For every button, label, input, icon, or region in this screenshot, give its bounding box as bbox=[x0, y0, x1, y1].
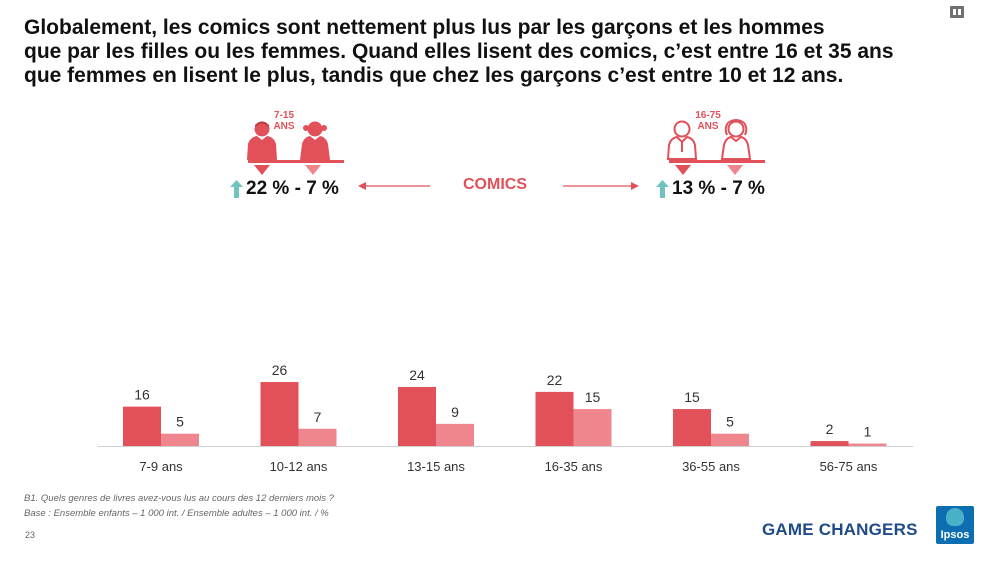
data-label: 1 bbox=[864, 424, 872, 440]
title-line: que femmes en lisent le plus, tandis que… bbox=[24, 64, 844, 87]
data-label: 5 bbox=[176, 414, 184, 430]
age-range-label-children: 7-15 ANS bbox=[264, 110, 304, 132]
x-tick-label: 16-35 ans bbox=[545, 459, 603, 474]
male-marker bbox=[675, 165, 691, 175]
data-label: 9 bbox=[451, 404, 459, 420]
brand-tagline: GAME CHANGERS bbox=[762, 520, 918, 539]
man-icon bbox=[666, 120, 698, 160]
data-label: 5 bbox=[726, 414, 734, 430]
expand-icon[interactable] bbox=[950, 6, 964, 18]
age-range-value: 16-75 bbox=[695, 110, 721, 121]
stat-adults: 13 % - 7 % bbox=[656, 178, 765, 200]
boy-icon bbox=[247, 121, 277, 160]
stat-value: 22 % - 7 % bbox=[246, 178, 339, 199]
up-arrow-icon bbox=[230, 180, 243, 198]
title-line: que par les filles ou les femmes. Quand … bbox=[24, 40, 894, 63]
woman-icon bbox=[720, 119, 752, 160]
scale-bar bbox=[669, 160, 765, 163]
bar bbox=[810, 441, 849, 446]
female-marker bbox=[727, 165, 743, 175]
age-range-value: 7-15 bbox=[273, 110, 294, 121]
bar bbox=[711, 433, 749, 446]
male-marker bbox=[254, 165, 270, 175]
bar bbox=[298, 428, 337, 446]
data-label: 16 bbox=[134, 387, 150, 403]
left-arrow-icon bbox=[358, 182, 430, 190]
bar bbox=[436, 423, 474, 446]
up-arrow-icon bbox=[656, 180, 669, 198]
page-number: 23 bbox=[25, 530, 36, 540]
footnote-question: B1. Quels genres de livres avez-vous lus… bbox=[24, 493, 334, 504]
bar bbox=[398, 386, 436, 446]
data-label: 24 bbox=[409, 367, 425, 383]
bar bbox=[123, 406, 161, 446]
data-label: 7 bbox=[314, 409, 322, 425]
x-tick-label: 36-55 ans bbox=[682, 459, 740, 474]
x-tick-label: 56-75 ans bbox=[820, 459, 878, 474]
data-label: 26 bbox=[272, 362, 288, 378]
bar bbox=[573, 409, 612, 446]
age-range-unit: ANS bbox=[273, 121, 295, 132]
comics-label: COMICS bbox=[463, 176, 527, 193]
x-tick-label: 13-15 ans bbox=[407, 459, 465, 474]
scale-bar bbox=[248, 160, 344, 163]
logo-text: Ipsos bbox=[940, 529, 970, 541]
stat-value: 13 % - 7 % bbox=[672, 178, 765, 199]
bar bbox=[260, 382, 299, 446]
page-title: Globalement, les comics sont nettement p… bbox=[24, 16, 954, 88]
title-line: Globalement, les comics sont nettement p… bbox=[24, 16, 825, 39]
age-range-unit: ANS bbox=[697, 121, 719, 132]
right-arrow-icon bbox=[563, 182, 639, 190]
logo-shape bbox=[946, 508, 964, 526]
girl-icon bbox=[300, 121, 330, 160]
bar bbox=[161, 433, 199, 446]
bar bbox=[673, 409, 711, 446]
data-label: 22 bbox=[547, 372, 563, 388]
bar bbox=[535, 391, 574, 446]
ipsos-logo: Ipsos bbox=[936, 506, 974, 544]
age-range-label-adults: 16-75 ANS bbox=[688, 110, 728, 132]
x-tick-label: 10-12 ans bbox=[270, 459, 328, 474]
data-label: 2 bbox=[826, 421, 834, 437]
bar bbox=[848, 443, 887, 446]
data-label: 15 bbox=[684, 389, 700, 405]
footnote-base: Base : Ensemble enfants – 1 000 int. / E… bbox=[24, 508, 329, 519]
data-label: 15 bbox=[585, 389, 601, 405]
female-marker bbox=[305, 165, 321, 175]
stat-children: 22 % - 7 % bbox=[230, 178, 339, 200]
x-tick-label: 7-9 ans bbox=[139, 459, 183, 474]
